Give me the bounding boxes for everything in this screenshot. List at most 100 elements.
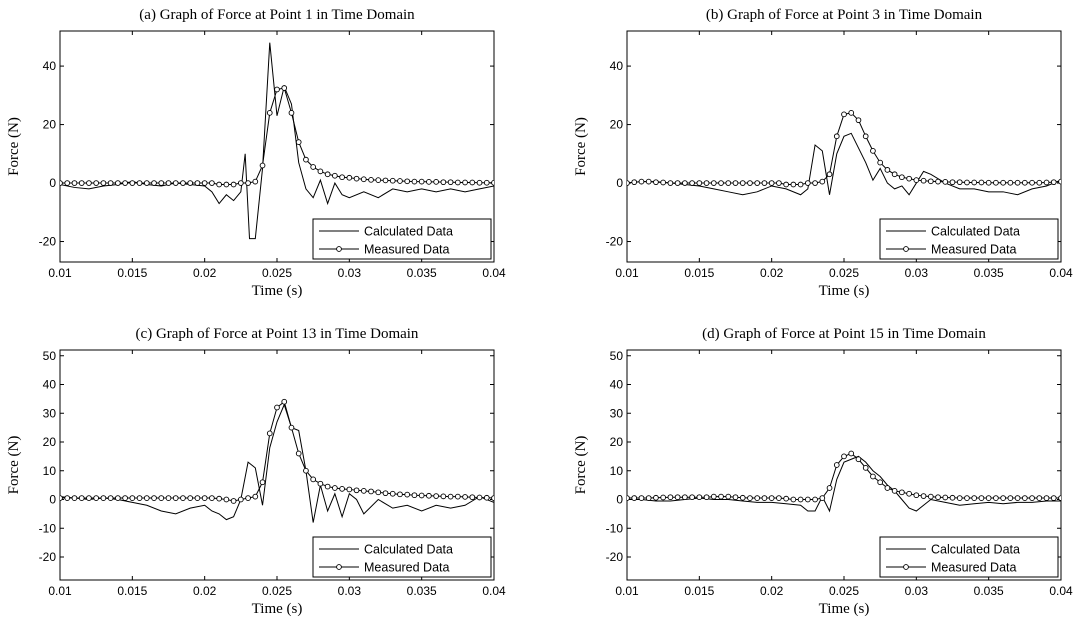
- y-axis-label: Force (N): [6, 117, 22, 176]
- measured-data-point: [209, 180, 215, 186]
- measured-data-point: [93, 495, 100, 501]
- x-tick-label: 0.03: [338, 266, 362, 280]
- measured-data-point: [382, 177, 389, 184]
- y-tick-label: 40: [43, 378, 57, 392]
- measured-data-point: [158, 180, 165, 186]
- y-tick-label: 20: [610, 435, 624, 449]
- subplot-3: (c) Graph of Force at Point 13 in Time D…: [6, 326, 506, 617]
- measured-data-point: [971, 179, 978, 186]
- measured-data-point: [426, 492, 432, 499]
- measured-data-point: [230, 181, 237, 188]
- measured-data-point: [645, 495, 652, 501]
- measured-data-point: [1021, 179, 1028, 186]
- measured-data-point: [165, 495, 172, 501]
- measured-data-point: [143, 495, 150, 501]
- measured-data-point: [1058, 495, 1061, 501]
- measured-data-point: [375, 177, 382, 183]
- measured-data-point: [725, 180, 732, 186]
- measured-data-point: [339, 174, 345, 181]
- measured-data-point: [317, 168, 324, 175]
- measured-data-point: [332, 172, 338, 179]
- legend-label: Calculated Data: [364, 543, 453, 557]
- measured-data-point: [136, 180, 143, 186]
- measured-data-point: [476, 179, 483, 186]
- measured-data-point: [151, 180, 157, 186]
- x-axis-label: Time (s): [819, 283, 870, 299]
- measured-data-point: [353, 175, 360, 182]
- x-tick-label: 0.035: [407, 584, 437, 598]
- measured-data-point: [129, 495, 136, 501]
- legend-box: [879, 218, 1059, 260]
- measured-data-point: [122, 180, 128, 186]
- legend-box: [879, 536, 1059, 578]
- measured-data-point: [418, 492, 425, 499]
- measured-data-point: [627, 495, 630, 501]
- measured-data-point: [920, 177, 927, 184]
- measured-data-point: [732, 494, 739, 501]
- subplot-1: (a) Graph of Force at Point 1 in Time Do…: [6, 7, 506, 299]
- measured-data-point: [194, 495, 201, 501]
- measured-data-point: [978, 495, 985, 501]
- measured-data-point: [440, 179, 447, 186]
- measured-data-point: [1014, 495, 1021, 501]
- measured-data-point: [310, 164, 317, 170]
- measured-data-point: [747, 495, 753, 501]
- measured-data-point: [877, 479, 884, 486]
- measured-data-point: [696, 180, 703, 186]
- measured-data-point: [360, 488, 367, 494]
- y-tick-label: -20: [606, 235, 624, 249]
- measured-data-point: [689, 494, 695, 501]
- measured-data-point: [115, 495, 121, 501]
- measured-data-point: [1058, 178, 1061, 185]
- measured-data-point: [826, 485, 833, 491]
- measured-data-point: [884, 167, 891, 173]
- legend-label: Calculated Data: [364, 225, 453, 239]
- measured-data-point: [710, 180, 717, 186]
- measured-data-point: [674, 180, 681, 186]
- measured-data-point: [100, 180, 107, 186]
- measured-data-point: [382, 490, 389, 497]
- measured-data-point: [891, 171, 898, 178]
- measured-data-point: [783, 495, 789, 502]
- legend-marker-swatch: [336, 246, 342, 252]
- measured-data-point: [295, 139, 302, 145]
- x-tick-label: 0.03: [905, 584, 929, 598]
- chart-title: (b) Graph of Force at Point 3 in Time Do…: [706, 7, 983, 23]
- y-tick-label: 0: [616, 493, 623, 507]
- measured-data-point: [151, 495, 157, 501]
- measured-data-point: [913, 492, 920, 499]
- measured-data-point: [768, 495, 775, 501]
- measured-data-point: [404, 491, 411, 498]
- measured-data-point: [964, 495, 970, 501]
- measured-data-point: [172, 495, 179, 501]
- calculated-data-line: [627, 132, 1061, 196]
- measured-data-point: [60, 495, 63, 501]
- measured-data-point: [1050, 179, 1057, 186]
- y-tick-label: 50: [43, 349, 57, 363]
- measured-data-point: [964, 179, 970, 186]
- x-tick-label: 0.015: [117, 584, 147, 598]
- measured-data-point: [667, 494, 674, 501]
- measured-data-point: [942, 494, 949, 501]
- measured-data-point: [209, 495, 215, 501]
- measured-data-point: [899, 174, 905, 181]
- measured-data-point: [310, 476, 317, 483]
- measured-data-point: [71, 180, 78, 186]
- measured-data-point: [631, 495, 638, 501]
- measured-data-point: [288, 110, 295, 116]
- x-tick-label: 0.025: [262, 584, 292, 598]
- legend-marker-swatch: [336, 564, 342, 570]
- x-tick-label: 0.04: [482, 584, 506, 598]
- y-tick-label: 50: [610, 349, 624, 363]
- measured-data-point: [266, 110, 273, 116]
- measured-data-point: [78, 495, 85, 501]
- measured-data-point: [978, 179, 985, 186]
- measured-data-point: [245, 180, 251, 186]
- measured-data-point: [476, 494, 483, 501]
- measured-data-point: [638, 178, 645, 185]
- measured-data-point: [956, 179, 963, 186]
- measured-data-point: [949, 179, 956, 186]
- measured-data-point: [855, 117, 862, 124]
- measured-data-point: [187, 495, 194, 501]
- x-tick-label: 0.01: [615, 584, 639, 598]
